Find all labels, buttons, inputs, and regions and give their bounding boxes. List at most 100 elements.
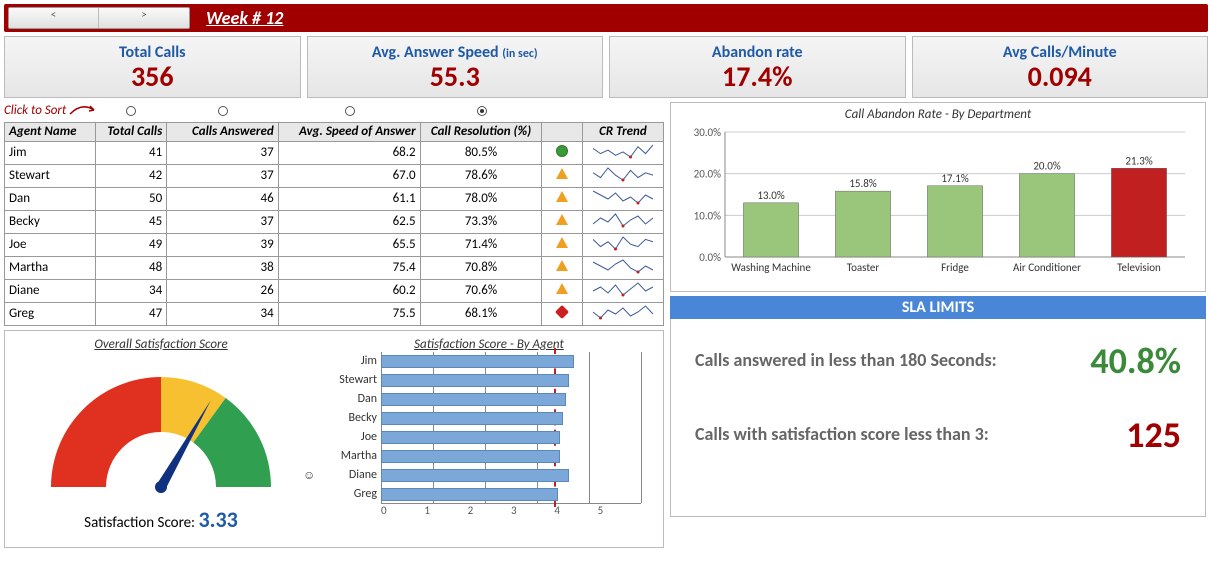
agent-calls: 45 [96, 210, 167, 233]
agent-name: Diane [5, 279, 96, 302]
kpi-value: 356 [5, 62, 300, 93]
table-row: Dan 50 46 61.1 78.0% [5, 187, 664, 210]
kpi-card: Total Calls 356 [4, 36, 301, 98]
sat-bar-label: ☺Diane [321, 468, 381, 482]
table-row: Greg 47 34 75.5 68.1% [5, 302, 664, 325]
table-header: CR Trend [582, 122, 663, 141]
agent-answered: 34 [167, 302, 279, 325]
sort-hint: Click to Sort [4, 103, 66, 118]
table-row: Jim 41 37 68.2 80.5% [5, 141, 664, 164]
table-row: Diane 34 26 60.2 70.6% [5, 279, 664, 302]
agent-speed: 75.5 [278, 302, 420, 325]
abandon-title: Call Abandon Rate - By Department [675, 107, 1201, 122]
header-bar: < > Week # 12 [4, 4, 1208, 32]
indicator-green-icon [556, 145, 568, 157]
sat-agent-chart: Jim Stewart Dan Becky Joe Martha ☺Diane … [321, 352, 657, 522]
right-column: Call Abandon Rate - By Department 0.0%10… [670, 102, 1206, 548]
agent-trend [582, 210, 663, 233]
table-row: Martha 48 38 75.4 70.8% [5, 256, 664, 279]
agent-calls: 34 [96, 279, 167, 302]
agent-name: Jim [5, 141, 96, 164]
svg-text:Washing Machine: Washing Machine [731, 261, 811, 274]
agent-indicator [542, 302, 583, 325]
agent-table: Agent NameTotal CallsCalls AnsweredAvg. … [4, 122, 664, 326]
svg-text:13.0%: 13.0% [757, 189, 785, 202]
agent-resolution: 73.3% [420, 210, 542, 233]
agent-trend [582, 256, 663, 279]
sla-row: Calls with satisfaction score less than … [695, 413, 1181, 457]
sat-bar-label: Greg [321, 487, 381, 501]
svg-text:Air Conditioner: Air Conditioner [1013, 261, 1081, 274]
sat-bar-row: Joe [321, 428, 657, 447]
gauge-title: Overall Satisfaction Score [11, 337, 311, 352]
svg-text:Toaster: Toaster [847, 261, 880, 274]
table-header: Total Calls [96, 122, 167, 141]
agent-resolution: 70.6% [420, 279, 542, 302]
svg-text:15.8%: 15.8% [849, 177, 877, 190]
sort-radio[interactable] [477, 106, 487, 116]
agent-trend [582, 302, 663, 325]
sat-bar-label: Dan [321, 392, 381, 406]
next-week-button[interactable]: > [99, 8, 189, 28]
agent-indicator [542, 279, 583, 302]
agent-answered: 26 [167, 279, 279, 302]
sort-radio[interactable] [126, 106, 136, 116]
kpi-row: Total Calls 356Avg. Answer Speed (in sec… [4, 36, 1208, 98]
indicator-yellow-icon [556, 260, 568, 271]
table-row: Stewart 42 37 67.0 78.6% [5, 164, 664, 187]
agent-resolution: 78.0% [420, 187, 542, 210]
left-column: Click to Sort Agent NameTotal CallsCalls… [4, 102, 664, 548]
svg-text:30.0%: 30.0% [694, 126, 722, 139]
agent-indicator [542, 187, 583, 210]
table-row: Becky 45 37 62.5 73.3% [5, 210, 664, 233]
svg-text:Television: Television [1117, 261, 1161, 274]
agent-name: Greg [5, 302, 96, 325]
indicator-red-icon [555, 305, 569, 319]
sort-radio[interactable] [218, 106, 228, 116]
agent-name: Stewart [5, 164, 96, 187]
agent-calls: 41 [96, 141, 167, 164]
gauge-label: Satisfaction Score: [84, 514, 195, 532]
agent-trend [582, 164, 663, 187]
sla-body: Calls answered in less than 180 Seconds:… [670, 319, 1206, 517]
agent-trend [582, 233, 663, 256]
agent-speed: 68.2 [278, 141, 420, 164]
agent-speed: 75.4 [278, 256, 420, 279]
indicator-yellow-icon [556, 191, 568, 202]
sat-bar-row: ☺Diane [321, 466, 657, 485]
gauge-panel: Overall Satisfaction Score Satisfaction … [11, 337, 311, 541]
agent-trend [582, 187, 663, 210]
kpi-card: Avg Calls/Minute 0.094 [912, 36, 1209, 98]
abandon-chart: 0.0%10.0%20.0%30.0%13.0%Washing Machine1… [675, 122, 1195, 282]
sat-bar-label: Martha [321, 449, 381, 463]
svg-text:20.0%: 20.0% [694, 167, 722, 180]
kpi-card: Avg. Answer Speed (in sec) 55.3 [307, 36, 604, 98]
sat-bar-row: Martha [321, 447, 657, 466]
agent-resolution: 80.5% [420, 141, 542, 164]
agent-name: Martha [5, 256, 96, 279]
sat-bar-row: Becky [321, 409, 657, 428]
agent-name: Joe [5, 233, 96, 256]
agent-name: Becky [5, 210, 96, 233]
kpi-value: 0.094 [913, 62, 1208, 93]
agent-answered: 39 [167, 233, 279, 256]
sla-text: Calls with satisfaction score less than … [695, 424, 989, 446]
agent-speed: 62.5 [278, 210, 420, 233]
agent-indicator [542, 141, 583, 164]
agent-calls: 48 [96, 256, 167, 279]
agent-calls: 50 [96, 187, 167, 210]
prev-week-button[interactable]: < [9, 8, 99, 28]
smile-icon: ☺ [303, 468, 315, 483]
agent-answered: 38 [167, 256, 279, 279]
kpi-value: 55.3 [308, 62, 603, 93]
agent-name: Dan [5, 187, 96, 210]
sort-radio[interactable] [345, 106, 355, 116]
sat-agent-title: Satisfaction Score - By Agent [321, 337, 657, 352]
svg-text:21.3%: 21.3% [1125, 154, 1153, 167]
table-header [542, 122, 583, 141]
kpi-card: Abandon rate 17.4% [609, 36, 906, 98]
sat-bar-label: Stewart [321, 373, 381, 387]
agent-indicator [542, 233, 583, 256]
svg-text:17.1%: 17.1% [941, 172, 969, 185]
indicator-yellow-icon [556, 283, 568, 294]
